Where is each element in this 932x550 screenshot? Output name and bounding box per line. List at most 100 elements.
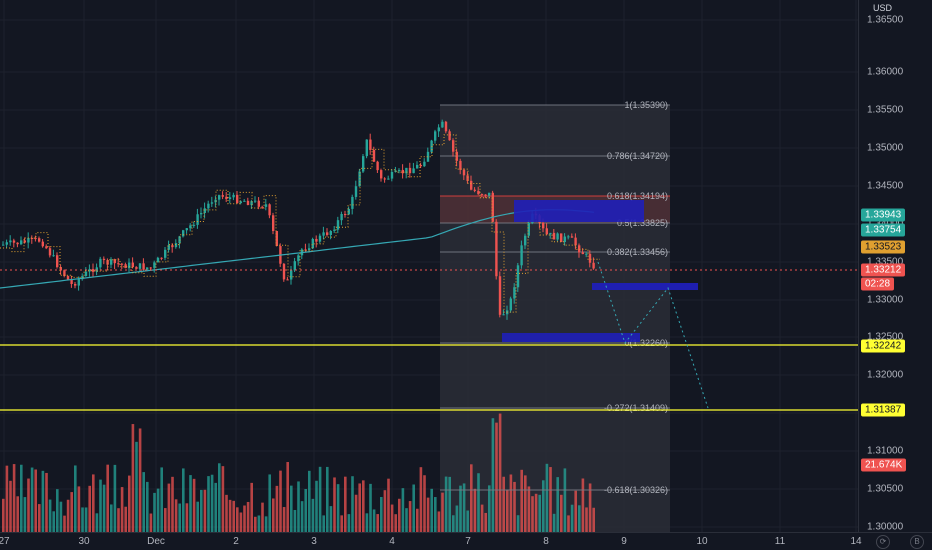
- time-label: 9: [621, 536, 627, 547]
- candle-body: [563, 236, 566, 242]
- candle-body: [380, 170, 383, 179]
- candle-body: [124, 264, 127, 269]
- candle-body: [581, 252, 584, 255]
- zone-rectangle: [514, 200, 644, 222]
- candle-body: [77, 279, 80, 286]
- candle-body: [88, 269, 91, 272]
- candle-body: [30, 238, 34, 240]
- candle-body: [38, 238, 41, 242]
- volume-bar: [232, 500, 235, 532]
- volume-bar: [261, 502, 264, 532]
- volume-bar: [509, 474, 513, 532]
- volume-bar: [164, 508, 167, 532]
- candle-body: [459, 160, 462, 170]
- price-tick: 1.32000: [867, 369, 904, 381]
- volume-bar: [77, 486, 81, 532]
- volume-bar: [412, 484, 415, 532]
- candle-body: [200, 212, 203, 215]
- volume-bar: [434, 497, 437, 532]
- volume-bar: [318, 466, 322, 532]
- candle-body: [45, 246, 48, 249]
- volume-bar: [189, 475, 192, 532]
- candle-body: [23, 240, 26, 243]
- volume-bar: [146, 481, 149, 532]
- currency-label: USD: [873, 3, 893, 13]
- volume-bar: [452, 515, 455, 532]
- candle-body: [484, 194, 487, 196]
- candle-body: [56, 255, 59, 268]
- candle-body: [74, 283, 77, 286]
- candle-body: [218, 195, 221, 200]
- volume-bar: [38, 504, 41, 532]
- candle-body: [146, 267, 149, 270]
- volume-bar: [326, 466, 329, 532]
- volume-bar: [192, 478, 196, 532]
- price-axis[interactable]: USD 1.36500 1.36000 1.35500 1.35000 1.34500 1…: [858, 0, 932, 533]
- volume-bar: [506, 489, 509, 532]
- volume-bar: [329, 506, 333, 532]
- candle-body: [549, 232, 552, 235]
- candle-body: [542, 222, 545, 229]
- price-chart[interactable]: 1(1.35390) 0.786(1.34720) 0.618(1.34194) 0.…: [0, 0, 858, 532]
- candle-body: [293, 261, 296, 271]
- candle-body: [412, 168, 415, 174]
- volume-bar: [156, 488, 160, 532]
- price-tick: 1.31000: [867, 445, 904, 457]
- candle-body: [560, 233, 563, 242]
- candle-body: [491, 192, 494, 222]
- candle-body: [250, 201, 253, 206]
- candle-body: [142, 263, 145, 270]
- candle-body: [192, 224, 196, 226]
- time-label: 4: [389, 536, 395, 547]
- fib-level-label: 0.786(1.34720): [607, 151, 668, 161]
- price-tick: 1.30500: [867, 483, 904, 495]
- candle-body: [351, 196, 354, 209]
- volume-bar: [491, 418, 495, 532]
- candle-body: [84, 271, 88, 277]
- volume-bar: [578, 505, 581, 532]
- candle-body: [520, 245, 523, 266]
- volume-bar: [257, 515, 261, 532]
- volume-bar: [315, 480, 318, 532]
- volume-bar: [581, 478, 585, 532]
- candle-body: [592, 262, 595, 269]
- price-badge: 02:28: [861, 277, 895, 291]
- candle-body: [2, 244, 5, 246]
- volume-bar: [66, 499, 70, 532]
- candle-body: [164, 249, 167, 258]
- candle-body: [171, 245, 174, 248]
- volume-bar: [502, 476, 505, 532]
- time-label: 2: [233, 536, 239, 547]
- time-axis[interactable]: ⟳ B 27 30 Dec 2 3 4 7 8 9 10 11 14: [0, 532, 932, 550]
- volume-bar: [430, 488, 433, 532]
- reset-icon[interactable]: ⟳: [876, 535, 890, 549]
- volume-bar: [423, 475, 426, 532]
- candle-body: [322, 232, 325, 236]
- candle-body: [110, 259, 113, 265]
- settings-icon[interactable]: B: [910, 535, 924, 549]
- volume-bar: [196, 501, 199, 532]
- volume-bar: [70, 492, 73, 532]
- candle-body: [297, 255, 300, 262]
- volume-bar: [592, 507, 595, 532]
- candle-body: [376, 161, 379, 171]
- candle-body: [63, 270, 66, 277]
- candle-body: [275, 231, 278, 247]
- candle-body: [405, 167, 408, 174]
- volume-bar: [200, 489, 203, 532]
- volume-bar: [30, 467, 34, 532]
- time-label: 10: [696, 536, 708, 547]
- candle-body: [383, 178, 386, 180]
- candle-body: [48, 248, 52, 256]
- volume-bar: [419, 467, 423, 532]
- candle-body: [588, 253, 592, 263]
- candle-body: [41, 241, 44, 247]
- candle-body: [311, 238, 314, 249]
- candle-body: [470, 180, 473, 190]
- time-label: 30: [78, 536, 90, 547]
- candle-body: [272, 215, 275, 232]
- candle-body: [401, 169, 404, 174]
- volume-bar: [124, 506, 127, 532]
- volume-bar: [74, 465, 77, 532]
- volume-bar: [300, 501, 304, 532]
